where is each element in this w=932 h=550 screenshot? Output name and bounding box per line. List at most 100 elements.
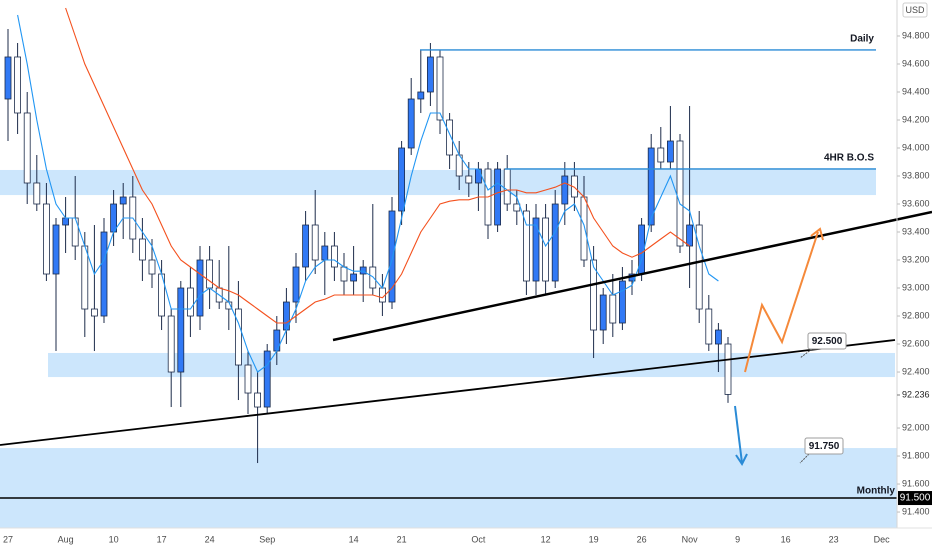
candle-body xyxy=(273,329,281,352)
candle-body xyxy=(695,224,703,310)
x-tick-label: Sep xyxy=(259,534,275,544)
candle-body xyxy=(542,217,549,282)
candle-body xyxy=(302,224,310,268)
candle-body xyxy=(436,56,444,121)
candle-body xyxy=(676,140,684,247)
callout-box xyxy=(807,332,847,350)
y-tick-label: 94.600 xyxy=(902,58,930,68)
callout-label: 92.500 xyxy=(812,336,843,347)
candle-body xyxy=(494,168,502,226)
candle-body xyxy=(465,175,473,184)
candle-body xyxy=(619,280,626,324)
trendline xyxy=(0,339,896,446)
candle-body xyxy=(724,343,732,395)
callouts: 92.500 91.750 xyxy=(799,332,847,464)
candle-body xyxy=(52,224,60,275)
y-tick-label: 93.600 xyxy=(902,198,930,208)
y-tick-label: 92.800 xyxy=(902,310,930,320)
candle-body xyxy=(426,56,434,93)
y-tick-label: 93.800 xyxy=(902,170,930,180)
x-tick-label: Oct xyxy=(471,534,486,544)
candle-body xyxy=(91,308,98,317)
y-tick-label: 94.000 xyxy=(902,142,930,152)
y-tick-label: 93.000 xyxy=(902,282,930,292)
candle-body xyxy=(532,217,540,282)
y-tick-label: 91.400 xyxy=(902,506,930,516)
candle-body xyxy=(167,315,175,373)
candle-body xyxy=(81,245,89,310)
x-tick-label: 27 xyxy=(3,534,13,544)
candle-body xyxy=(148,259,156,275)
moving-average xyxy=(17,14,719,373)
x-tick-label: 26 xyxy=(637,534,647,544)
candle-body xyxy=(705,308,713,345)
x-tick-label: Aug xyxy=(58,534,74,544)
callout-box xyxy=(804,437,844,455)
y-tick-label: 94.200 xyxy=(902,114,930,124)
candle-body xyxy=(119,196,127,205)
candle-body xyxy=(599,294,607,331)
x-tick-label: 17 xyxy=(157,534,167,544)
x-tick-label: 23 xyxy=(829,534,839,544)
candle-body xyxy=(177,287,185,373)
candle-body xyxy=(446,119,454,156)
level-label: Daily xyxy=(850,34,874,45)
candle-body xyxy=(23,112,31,184)
candle-body xyxy=(311,224,319,261)
callout-label: 91.750 xyxy=(809,441,840,452)
candle-body xyxy=(263,350,271,408)
candle-body xyxy=(551,203,559,282)
moving-average xyxy=(65,7,690,324)
candle-body xyxy=(561,175,569,205)
x-tick-label: 9 xyxy=(735,534,740,544)
y-tick-label: 94.400 xyxy=(902,86,930,96)
currency-box xyxy=(902,2,928,18)
candle-body xyxy=(359,266,367,275)
candle-body xyxy=(206,259,214,289)
candle-body xyxy=(388,210,396,303)
candle-body xyxy=(110,203,117,233)
x-tick-label: 19 xyxy=(589,534,599,544)
candle-body xyxy=(474,168,482,184)
candle-body xyxy=(667,140,674,163)
candle-body xyxy=(244,364,252,394)
level-label: 4HR B.O.S xyxy=(824,153,874,164)
candle-body xyxy=(138,238,146,261)
levels: Daily 4HR B.O.S Monthly xyxy=(0,34,897,499)
callout-pointer xyxy=(799,453,810,464)
candle-body xyxy=(513,203,521,212)
arrow-head xyxy=(810,227,824,241)
candle-body xyxy=(62,217,69,226)
level-label: Monthly xyxy=(857,486,896,497)
candle-body xyxy=(14,56,22,114)
currency: USD xyxy=(905,5,925,15)
x-tick-label: 14 xyxy=(349,534,359,544)
x-tick-label: 24 xyxy=(205,534,215,544)
candles xyxy=(4,28,732,464)
candle-body xyxy=(340,266,348,282)
candle-body xyxy=(100,231,108,317)
projection-arrow xyxy=(734,405,743,464)
candle-body xyxy=(254,392,262,408)
axes: 91.500 91.400 91.600 91.800 92.000 92.400 92.6… xyxy=(3,30,932,544)
indicator-lines xyxy=(17,7,719,373)
zone xyxy=(48,352,895,378)
candle-body xyxy=(580,196,588,261)
zone xyxy=(0,448,897,528)
projection-arrow xyxy=(744,231,819,373)
y-tick-label: 93.200 xyxy=(902,254,930,264)
x-tick-label: 12 xyxy=(541,534,551,544)
axis-price-box xyxy=(898,491,932,506)
x-tick-label: Nov xyxy=(682,534,699,544)
candle-body xyxy=(4,56,12,100)
callout-pointer xyxy=(799,348,813,359)
candle-body xyxy=(503,168,511,205)
y-tick-label: 91.800 xyxy=(902,450,930,460)
candle-body xyxy=(33,182,41,205)
arrow-head xyxy=(735,453,748,466)
candle-body xyxy=(43,203,50,275)
x-tick-label: 21 xyxy=(397,534,407,544)
candle-body xyxy=(71,217,79,247)
candle-body xyxy=(234,308,242,366)
